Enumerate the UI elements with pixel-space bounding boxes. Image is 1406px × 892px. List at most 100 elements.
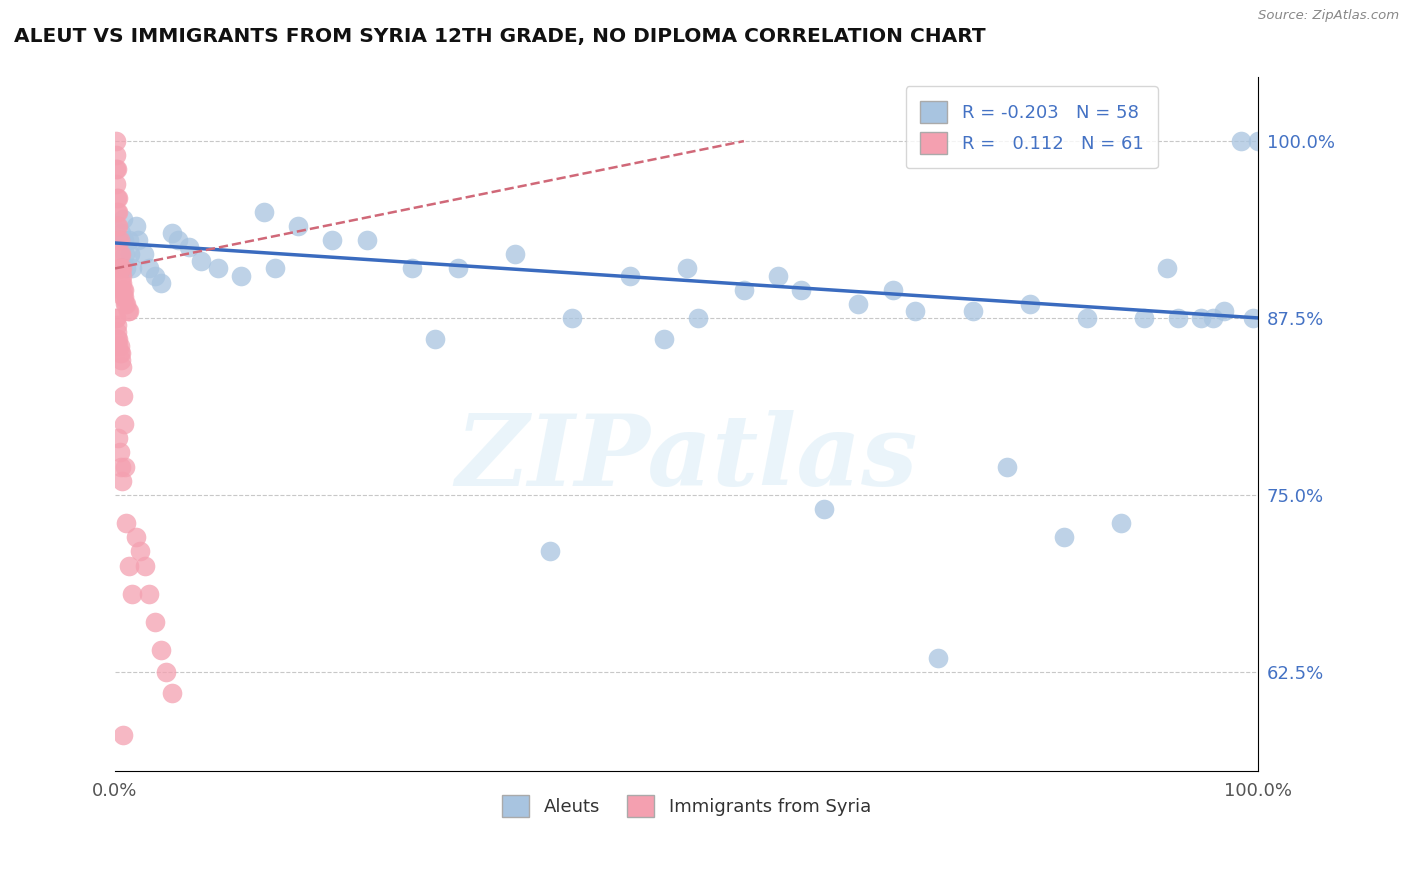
Point bbox=[110, 459, 132, 474]
Point bbox=[107, 233, 129, 247]
Point bbox=[111, 474, 134, 488]
Point bbox=[110, 276, 132, 290]
Point bbox=[766, 268, 789, 283]
Point bbox=[132, 247, 155, 261]
Point bbox=[1076, 310, 1098, 325]
Point bbox=[813, 502, 835, 516]
Point bbox=[118, 247, 141, 261]
Point bbox=[149, 276, 172, 290]
Point bbox=[733, 283, 755, 297]
Point bbox=[105, 310, 128, 325]
Text: ZIPatlas: ZIPatlas bbox=[456, 410, 918, 507]
Point bbox=[129, 544, 152, 558]
Point bbox=[503, 247, 526, 261]
Point bbox=[962, 304, 984, 318]
Point bbox=[1156, 261, 1178, 276]
Point bbox=[1109, 516, 1132, 530]
Legend: Aleuts, Immigrants from Syria: Aleuts, Immigrants from Syria bbox=[495, 788, 879, 824]
Text: Source: ZipAtlas.com: Source: ZipAtlas.com bbox=[1258, 9, 1399, 22]
Point bbox=[134, 558, 156, 573]
Point bbox=[149, 643, 172, 657]
Point bbox=[229, 268, 252, 283]
Point bbox=[108, 233, 131, 247]
Point bbox=[118, 233, 141, 247]
Point bbox=[882, 283, 904, 297]
Point bbox=[675, 261, 697, 276]
Point bbox=[105, 318, 128, 332]
Point bbox=[124, 530, 146, 544]
Point bbox=[112, 417, 135, 431]
Point bbox=[143, 615, 166, 629]
Point bbox=[114, 297, 136, 311]
Point bbox=[105, 219, 128, 233]
Point bbox=[111, 728, 134, 742]
Point bbox=[447, 261, 470, 276]
Point bbox=[110, 261, 132, 276]
Point bbox=[1247, 134, 1270, 148]
Point bbox=[1189, 310, 1212, 325]
Point bbox=[425, 332, 447, 346]
Point bbox=[160, 686, 183, 700]
Point bbox=[1018, 297, 1040, 311]
Point bbox=[927, 650, 949, 665]
Point bbox=[105, 325, 128, 339]
Point bbox=[105, 148, 128, 162]
Point bbox=[1202, 310, 1225, 325]
Point bbox=[111, 276, 134, 290]
Point bbox=[105, 177, 128, 191]
Point bbox=[287, 219, 309, 233]
Point bbox=[121, 261, 143, 276]
Point bbox=[110, 353, 132, 368]
Point bbox=[114, 459, 136, 474]
Point bbox=[110, 226, 132, 240]
Point bbox=[138, 587, 160, 601]
Point bbox=[105, 310, 128, 325]
Point bbox=[321, 233, 343, 247]
Point bbox=[253, 204, 276, 219]
Point bbox=[155, 665, 177, 679]
Point bbox=[105, 134, 128, 148]
Point bbox=[115, 297, 138, 311]
Point bbox=[107, 219, 129, 233]
Point bbox=[561, 310, 583, 325]
Point bbox=[1241, 310, 1264, 325]
Point bbox=[111, 283, 134, 297]
Point bbox=[190, 254, 212, 268]
Point bbox=[108, 339, 131, 353]
Point bbox=[688, 310, 710, 325]
Point bbox=[111, 290, 134, 304]
Point bbox=[538, 544, 561, 558]
Point bbox=[790, 283, 813, 297]
Point bbox=[107, 431, 129, 445]
Point bbox=[111, 389, 134, 403]
Point bbox=[904, 304, 927, 318]
Point bbox=[115, 261, 138, 276]
Point bbox=[619, 268, 641, 283]
Point bbox=[107, 191, 129, 205]
Point bbox=[1133, 310, 1156, 325]
Point bbox=[107, 332, 129, 346]
Point bbox=[160, 226, 183, 240]
Point bbox=[179, 240, 201, 254]
Point bbox=[110, 283, 132, 297]
Point bbox=[1213, 304, 1236, 318]
Point bbox=[112, 233, 135, 247]
Point bbox=[111, 211, 134, 226]
Point bbox=[105, 162, 128, 177]
Point bbox=[105, 162, 128, 177]
Point bbox=[105, 332, 128, 346]
Point bbox=[138, 261, 160, 276]
Point bbox=[115, 516, 138, 530]
Point bbox=[105, 204, 128, 219]
Point bbox=[108, 247, 131, 261]
Point bbox=[111, 261, 134, 276]
Point bbox=[1167, 310, 1189, 325]
Point bbox=[118, 558, 141, 573]
Point bbox=[356, 233, 378, 247]
Point bbox=[121, 587, 143, 601]
Point bbox=[207, 261, 229, 276]
Point bbox=[108, 346, 131, 360]
Point bbox=[124, 219, 146, 233]
Point bbox=[167, 233, 190, 247]
Point bbox=[117, 304, 139, 318]
